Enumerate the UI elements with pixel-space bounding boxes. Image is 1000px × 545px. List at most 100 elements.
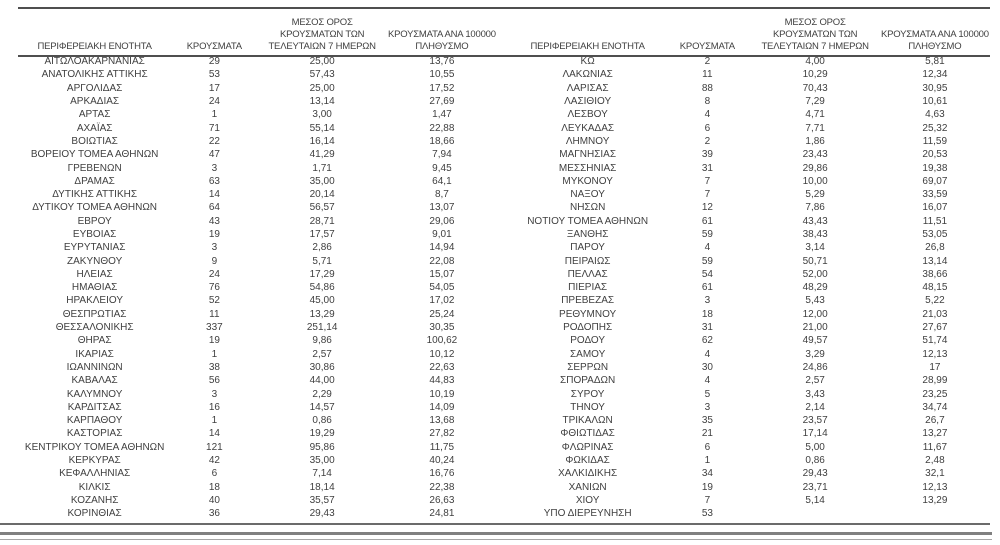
region-cell: ΧΙΟΥ (575, 494, 600, 506)
region-cell: ΚΕΡΚΥΡΑΣ (68, 455, 121, 467)
region-cell: ΣΑΜΟΥ (569, 348, 606, 360)
avg7-cell (750, 507, 879, 520)
table-row: ΠΑΡΟΥ 4 3,14 26,8 (511, 241, 990, 254)
table-row: ΚΑΛΥΜΝΟΥ 3 2,29 10,19 (18, 387, 497, 400)
region-cell: ΛΕΣΒΟΥ (567, 109, 608, 121)
cases-cell: 17 (208, 82, 220, 94)
per100k-cell: 22,88 (429, 122, 455, 134)
per100k-cell: 11,67 (922, 441, 948, 453)
region-cell: ΛΕΥΚΑΔΑΣ (561, 122, 615, 134)
table-row: ΡΟΔΟΠΗΣ 31 21,00 27,67 (511, 321, 990, 334)
table-row: ΙΩΑΝΝΙΝΩΝ 38 30,86 22,63 (18, 361, 497, 374)
table-row: ΚΩ 2 4,00 5,81 (511, 55, 990, 68)
cases-cell: 63 (208, 175, 220, 187)
per100k-cell: 13,68 (429, 415, 455, 427)
region-cell: ΦΩΚΙΔΑΣ (565, 455, 610, 467)
table-row: ΜΕΣΣΗΝΙΑΣ 31 29,86 19,38 (511, 161, 990, 174)
per100k-cell: 4,63 (925, 109, 945, 121)
per100k-cell: 16,07 (922, 202, 948, 214)
region-cell: ΚΑΛΥΜΝΟΥ (66, 388, 123, 400)
region-cell: ΚΑΡΠΑΘΟΥ (66, 415, 123, 427)
cases-cell: 31 (701, 162, 713, 174)
avg7-cell: 2,57 (312, 348, 332, 360)
cases-cell: 29 (208, 56, 220, 68)
per100k-cell: 30,95 (922, 82, 948, 94)
region-cell: ΓΡΕΒΕΝΩΝ (67, 162, 122, 174)
region-cell: ΚΕΝΤΡΙΚΟΥ ΤΟΜΕΑ ΑΘΗΝΩΝ (24, 441, 165, 453)
table-row: ΑΡΓΟΛΙΔΑΣ 17 25,00 17,52 (18, 82, 497, 95)
per100k-cell: 5,22 (925, 295, 945, 307)
avg7-cell: 50,71 (802, 255, 828, 267)
cases-cell: 59 (701, 229, 713, 240)
table-row: ΣΑΜΟΥ 4 3,29 12,13 (511, 348, 990, 361)
avg7-cell: 5,29 (805, 189, 825, 201)
avg7-cell: 5,14 (805, 494, 825, 506)
table-header-left: ΠΕΡΙΦΕΡΕΙΑΚΗ ΕΝΟΤΗΤΑ ΚΡΟΥΣΜΑΤΑ ΜΕΣΟΣ ΟΡΟ… (18, 12, 497, 55)
avg7-cell: 5,00 (805, 441, 825, 453)
region-cell: ΧΑΝΙΩΝ (568, 481, 607, 493)
table-row: ΧΙΟΥ 7 5,14 13,29 (511, 494, 990, 507)
cases-cell: 6 (704, 441, 711, 453)
region-cell: ΠΡΕΒΕΖΑΣ (561, 295, 615, 307)
cases-cell: 18 (208, 481, 220, 493)
table-row: ΛΑΚΩΝΙΑΣ 11 10,29 12,34 (511, 68, 990, 81)
per100k-cell: 19,38 (922, 162, 948, 174)
per100k-cell (880, 507, 990, 520)
per100k-cell: 12,34 (922, 69, 948, 81)
cases-cell: 40 (208, 494, 220, 506)
table-row: ΣΠΟΡΑΔΩΝ 4 2,57 28,99 (511, 374, 990, 387)
per100k-cell: 53,05 (922, 229, 948, 240)
region-cell: ΤΡΙΚΑΛΩΝ (562, 415, 613, 427)
table-row: ΗΡΑΚΛΕΙΟΥ 52 45,00 17,02 (18, 294, 497, 307)
per100k-cell: 25,32 (922, 122, 948, 134)
per100k-cell: 14,09 (429, 401, 455, 413)
avg7-cell: 25,00 (309, 82, 335, 94)
table-row: ΕΥΡΥΤΑΝΙΑΣ 3 2,86 14,94 (18, 241, 497, 254)
region-cell: ΙΚΑΡΙΑΣ (75, 348, 114, 360)
per100k-cell: 16,76 (429, 468, 455, 480)
per100k-cell: 13,07 (429, 202, 455, 214)
cases-cell: 337 (206, 322, 223, 334)
per100k-cell: 13,29 (922, 494, 948, 506)
per100k-cell: 10,19 (429, 388, 455, 400)
avg7-cell: 35,57 (309, 494, 335, 506)
region-cell: ΛΑΚΩΝΙΑΣ (562, 69, 613, 81)
cases-cell: 52 (208, 295, 220, 307)
cases-cell: 9 (211, 255, 218, 267)
region-cell: ΑΡΤΑΣ (78, 109, 111, 121)
table-row: ΝΟΤΙΟΥ ΤΟΜΕΑ ΑΘΗΝΩΝ 61 43,43 11,51 (511, 215, 990, 228)
table-row: ΑΡΤΑΣ 1 3,00 1,47 (18, 108, 497, 121)
avg7-cell: 52,00 (802, 268, 828, 280)
avg7-cell: 2,57 (805, 375, 825, 387)
avg7-cell: 24,86 (802, 361, 828, 373)
table-row: ΣΥΡΟΥ 5 3,43 23,25 (511, 387, 990, 400)
table-row: ΦΛΩΡΙΝΑΣ 6 5,00 11,67 (511, 441, 990, 454)
cases-cell: 59 (701, 255, 713, 267)
avg7-cell: 56,57 (309, 202, 335, 214)
table-row: ΘΕΣΠΡΩΤΙΑΣ 11 13,29 25,24 (18, 308, 497, 321)
cases-cell: 56 (208, 375, 220, 387)
avg7-cell: 1,71 (312, 162, 332, 174)
region-cell: ΘΕΣΣΑΛΟΝΙΚΗΣ (55, 322, 134, 334)
cases-cell: 6 (211, 468, 218, 480)
bottom-thin-rule (0, 539, 992, 540)
avg7-cell: 4,00 (805, 56, 825, 68)
per100k-cell: 100,62 (426, 335, 458, 347)
avg7-cell: 29,43 (309, 508, 335, 520)
table-row: ΚΑΒΑΛΑΣ 56 44,00 44,83 (18, 374, 497, 387)
table-row: ΑΧΑΪΑΣ 71 55,14 22,88 (18, 121, 497, 134)
cases-cell: 71 (208, 122, 220, 134)
avg7-cell: 41,29 (309, 149, 335, 161)
avg7-cell: 45,00 (309, 295, 335, 307)
cases-cell: 19 (208, 335, 220, 347)
cases-cell: 7 (704, 175, 711, 187)
table-row: ΔΥΤΙΚΗΣ ΑΤΤΙΚΗΣ 14 20,14 8,7 (18, 188, 497, 201)
cases-cell: 1 (211, 415, 218, 427)
region-cell: ΖΑΚΥΝΘΟΥ (67, 255, 123, 267)
avg7-cell: 7,29 (805, 96, 825, 108)
per100k-cell: 7,94 (432, 149, 452, 161)
per100k-cell: 12,13 (922, 348, 948, 360)
region-cell: ΚΩ (580, 56, 595, 68)
per100k-cell: 38,66 (922, 268, 948, 280)
